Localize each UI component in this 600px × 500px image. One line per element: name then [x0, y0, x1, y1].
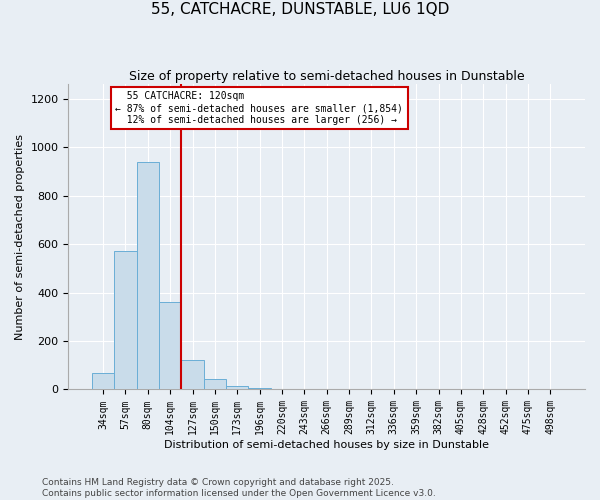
Bar: [226, 386, 248, 390]
Text: 55, CATCHACRE, DUNSTABLE, LU6 1QD: 55, CATCHACRE, DUNSTABLE, LU6 1QD: [151, 2, 449, 18]
Bar: [248, 388, 271, 390]
Text: 55 CATCHACRE: 120sqm
← 87% of semi-detached houses are smaller (1,854)
  12% of : 55 CATCHACRE: 120sqm ← 87% of semi-detac…: [115, 92, 403, 124]
Bar: [92, 372, 114, 390]
X-axis label: Distribution of semi-detached houses by size in Dunstable: Distribution of semi-detached houses by …: [164, 440, 489, 450]
Title: Size of property relative to semi-detached houses in Dunstable: Size of property relative to semi-detach…: [129, 70, 524, 83]
Bar: [159, 302, 181, 390]
Y-axis label: Number of semi-detached properties: Number of semi-detached properties: [15, 134, 25, 340]
Bar: [114, 252, 137, 390]
Bar: [181, 360, 204, 390]
Bar: [204, 378, 226, 390]
Bar: [137, 162, 159, 390]
Text: Contains HM Land Registry data © Crown copyright and database right 2025.
Contai: Contains HM Land Registry data © Crown c…: [42, 478, 436, 498]
